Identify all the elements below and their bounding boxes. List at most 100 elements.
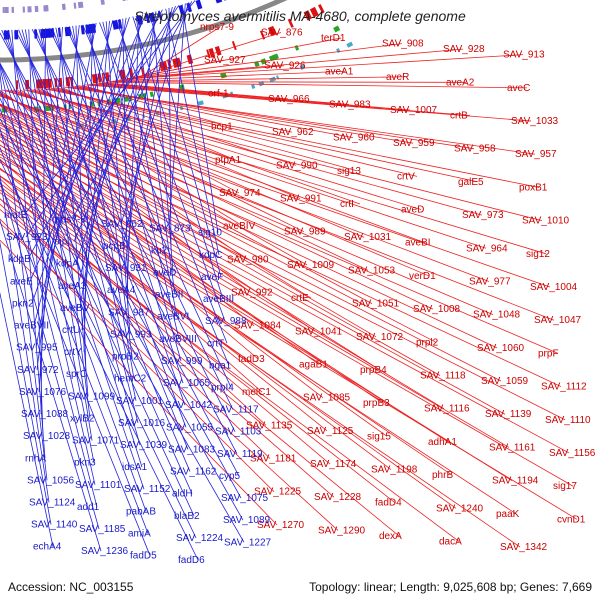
- gene-label[interactable]: SAV_990: [276, 160, 318, 171]
- gene-label[interactable]: SAV_1236: [81, 546, 129, 557]
- gene-label[interactable]: SAV_1028: [23, 431, 71, 442]
- gene-label[interactable]: SAV_1001: [116, 396, 164, 407]
- gene-label[interactable]: aveA4: [107, 285, 136, 296]
- gene-label[interactable]: prpF: [538, 348, 559, 359]
- gene-label[interactable]: SAV_1161: [489, 442, 536, 453]
- gene-label[interactable]: SAV_1240: [436, 503, 484, 514]
- gene-label[interactable]: SAV_1270: [257, 520, 305, 531]
- gene-label[interactable]: aveA1: [325, 66, 354, 77]
- gene-label[interactable]: sig15: [367, 431, 391, 442]
- gene-label[interactable]: crtB: [450, 111, 468, 122]
- gene-label[interactable]: SAV_977: [469, 277, 511, 288]
- gene-label[interactable]: adhA1: [428, 437, 457, 448]
- gene-label[interactable]: SAV_1051: [352, 299, 400, 310]
- gene-label[interactable]: rnhA: [25, 453, 46, 464]
- gene-label[interactable]: pabAB: [126, 506, 156, 517]
- gene-label[interactable]: crtI: [340, 199, 354, 210]
- gene-label[interactable]: echA4: [33, 542, 62, 553]
- gene-label[interactable]: SAV_1008: [413, 304, 461, 315]
- gene-label[interactable]: SAV_873: [149, 223, 191, 234]
- gene-label[interactable]: SAV_958: [454, 144, 496, 155]
- gene-label[interactable]: SAV_913: [503, 50, 545, 61]
- gene-label[interactable]: cyp5: [219, 471, 241, 482]
- gene-label[interactable]: add1: [77, 502, 100, 513]
- gene-label[interactable]: SAV_1065: [163, 378, 211, 389]
- gene-label[interactable]: SAV_1181: [250, 454, 297, 465]
- gene-label[interactable]: pkn2: [12, 299, 34, 310]
- gene-label[interactable]: ku2: [151, 245, 168, 256]
- gene-label[interactable]: SAV_1076: [19, 387, 67, 398]
- gene-label[interactable]: SAV_959: [393, 138, 435, 149]
- gene-label[interactable]: galE5: [458, 177, 484, 188]
- gene-label[interactable]: SAV_983: [329, 99, 371, 110]
- gene-label[interactable]: aveBII: [155, 290, 183, 301]
- gene-label[interactable]: SAV_926: [264, 61, 306, 72]
- gene-label[interactable]: SAV_1228: [314, 492, 362, 503]
- gene-label[interactable]: SAV_992: [231, 288, 273, 299]
- gene-label[interactable]: SAV_1004: [530, 282, 578, 293]
- gene-label[interactable]: prpB2: [112, 352, 139, 363]
- gene-label[interactable]: SAV_1084: [234, 321, 282, 332]
- gene-label[interactable]: hemC2: [114, 374, 147, 385]
- gene-label[interactable]: SAV_862: [101, 219, 143, 230]
- gene-label[interactable]: aveBIV: [223, 221, 256, 232]
- gene-label[interactable]: terD1: [321, 33, 346, 44]
- gene-label[interactable]: SAV_1072: [356, 332, 404, 343]
- gene-label[interactable]: kdpA: [56, 259, 79, 270]
- gene-label[interactable]: sig13: [337, 166, 361, 177]
- gene-label[interactable]: bga1: [209, 360, 232, 371]
- gene-label[interactable]: prpB4: [360, 365, 387, 376]
- gene-label[interactable]: SAV_1117: [213, 405, 259, 416]
- gene-label[interactable]: crtE: [291, 293, 309, 304]
- gene-label[interactable]: idsA1: [122, 462, 147, 473]
- gene-label[interactable]: SAV_989: [284, 227, 326, 238]
- gene-label[interactable]: SAV_993: [110, 329, 152, 340]
- gene-label[interactable]: SAV_988: [205, 316, 247, 327]
- gene-label[interactable]: SAV_1139: [485, 409, 532, 420]
- gene-label[interactable]: SAV_966: [268, 94, 310, 105]
- gene-label[interactable]: SAV_1075: [221, 493, 269, 504]
- gene-label[interactable]: blaB2: [174, 511, 200, 522]
- gene-label[interactable]: sprC: [66, 369, 87, 380]
- gene-label[interactable]: SAV_1124: [29, 498, 76, 509]
- gene-label[interactable]: SAV_962: [272, 127, 314, 138]
- gene-label[interactable]: SAV_1055: [166, 422, 214, 433]
- gene-label[interactable]: dexA: [379, 531, 402, 542]
- gene-label[interactable]: dacA: [439, 537, 462, 548]
- gene-label[interactable]: SAV_1042: [165, 400, 213, 411]
- gene-label[interactable]: aveBIII: [203, 294, 234, 305]
- gene-label[interactable]: ptpA1: [215, 155, 242, 166]
- gene-label[interactable]: SAV_1016: [118, 418, 166, 429]
- gene-label[interactable]: crtY: [64, 347, 82, 358]
- gene-label[interactable]: crtT: [207, 338, 224, 349]
- gene-label[interactable]: SAV_931: [105, 263, 147, 274]
- gene-label[interactable]: SAV_1047: [534, 315, 582, 326]
- gene-label[interactable]: SAV_1103: [215, 427, 262, 438]
- gene-label[interactable]: orf-1: [208, 88, 229, 99]
- gene-label[interactable]: kdpB: [8, 254, 31, 265]
- gene-label[interactable]: SAV_987: [108, 307, 150, 318]
- gene-label[interactable]: SAV_1140: [31, 520, 78, 531]
- gene-label[interactable]: aveA3: [58, 281, 87, 292]
- gene-label[interactable]: SAV_1110: [545, 415, 591, 426]
- gene-label[interactable]: pip: [54, 237, 68, 248]
- gene-label[interactable]: fadD5: [130, 551, 157, 562]
- gene-label[interactable]: SAV_908: [382, 39, 424, 50]
- gene-label[interactable]: aveE: [10, 276, 33, 287]
- gene-label[interactable]: SAV_1041: [295, 326, 343, 337]
- gene-label[interactable]: SAV_1225: [254, 487, 302, 498]
- gene-label[interactable]: SAV_1007: [390, 105, 438, 116]
- gene-label[interactable]: aveR: [386, 72, 409, 83]
- gene-label[interactable]: phrB: [432, 470, 453, 481]
- gene-label[interactable]: SAV_1224: [176, 533, 224, 544]
- gene-label[interactable]: aveBI: [405, 238, 431, 249]
- gene-label[interactable]: crtV: [397, 171, 415, 182]
- gene-label[interactable]: verD1: [409, 271, 436, 282]
- gene-label[interactable]: bcp1: [211, 122, 233, 133]
- gene-label[interactable]: fadD4: [375, 498, 402, 509]
- gene-label[interactable]: pcpB: [103, 241, 126, 252]
- gene-label[interactable]: crtU: [62, 325, 80, 336]
- gene-label[interactable]: fadD3: [238, 354, 265, 365]
- gene-label[interactable]: prpl2: [416, 337, 439, 348]
- gene-label[interactable]: SAV_960: [333, 133, 375, 144]
